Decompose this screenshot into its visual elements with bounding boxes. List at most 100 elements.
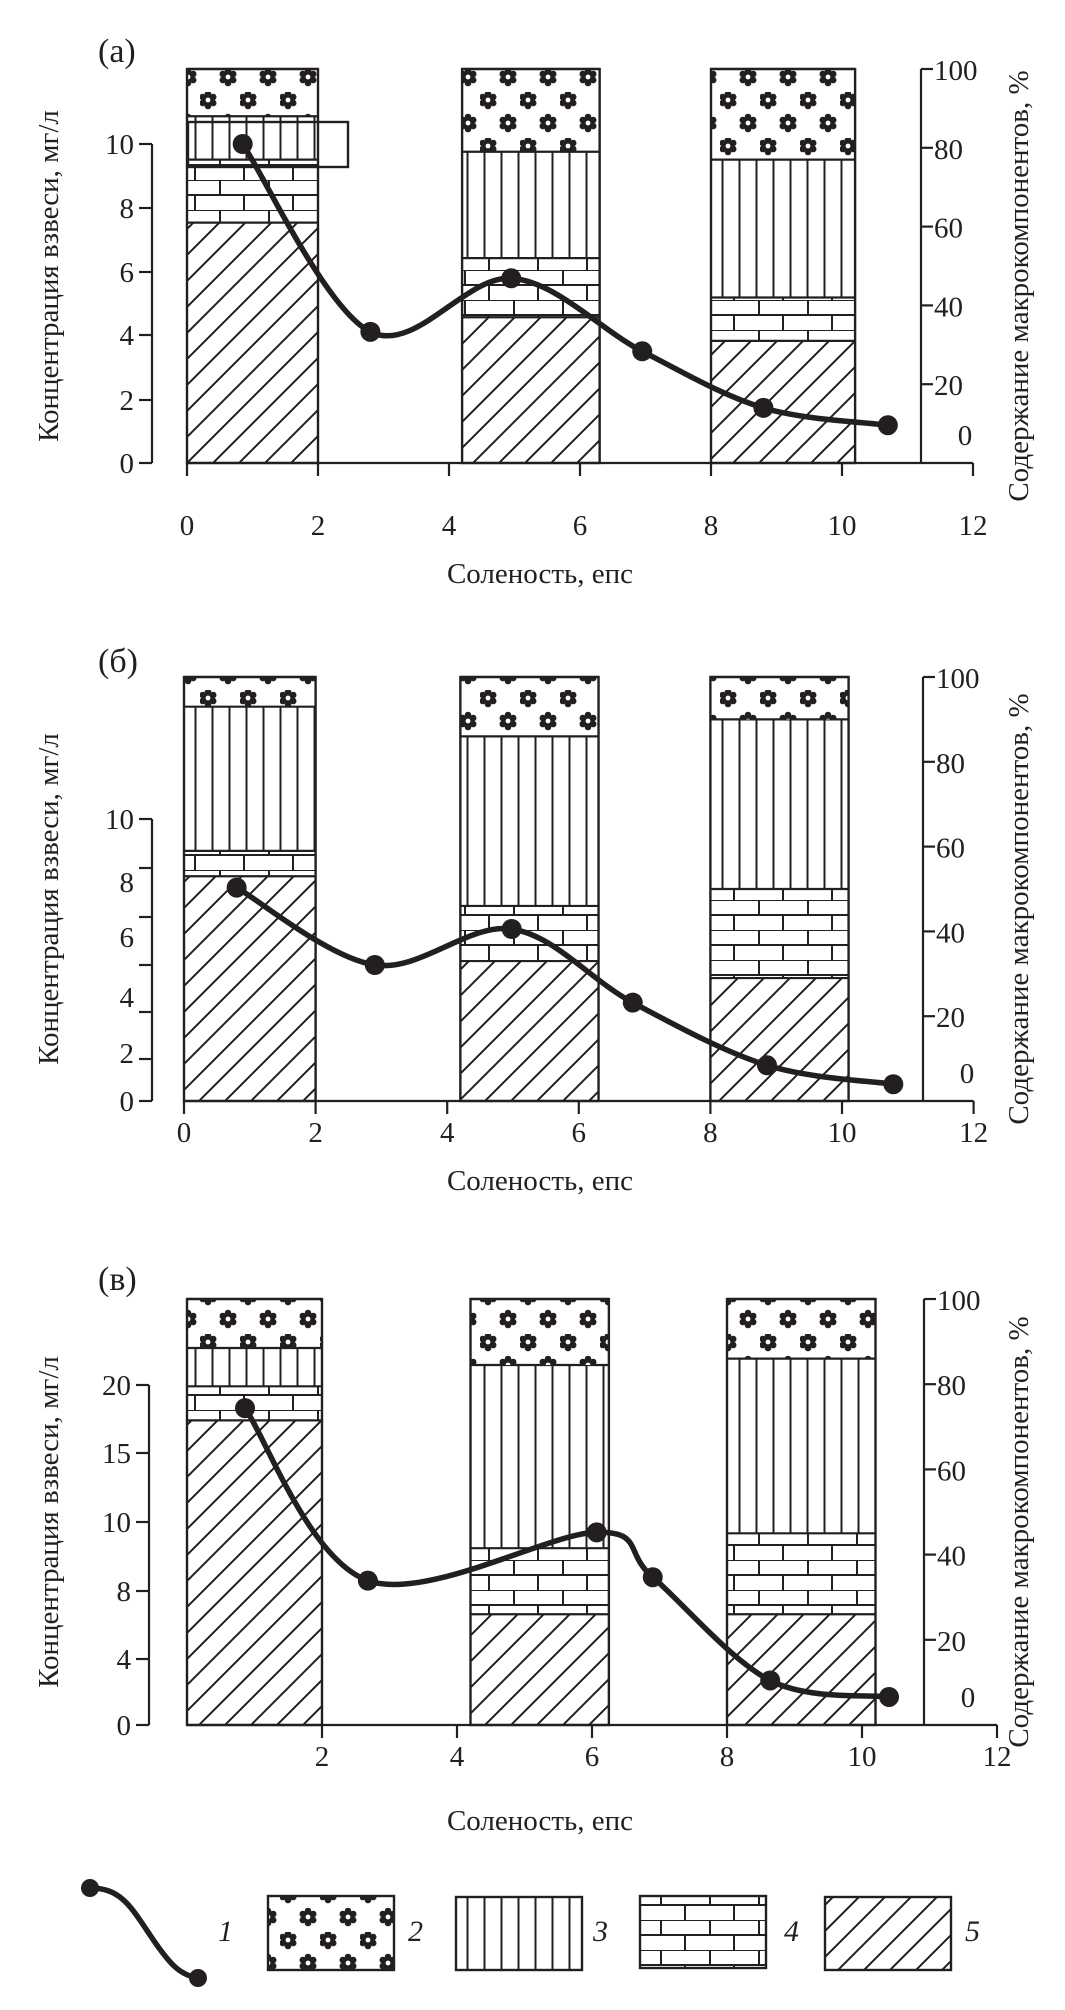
layer-vertical-lines — [710, 719, 849, 889]
data-point — [232, 134, 253, 154]
y2-tick-label: 0 — [960, 1058, 975, 1090]
y2-tick-label: 60 — [934, 213, 963, 245]
stacked-bar — [459, 675, 600, 1103]
y-axis-title: Концентрация взвеси, мг/л — [33, 1356, 65, 1688]
y-tick-label: 2 — [120, 385, 135, 417]
legend-swatch-bricks — [638, 1894, 768, 1970]
layer-bricks — [184, 850, 316, 877]
layer-diagonal-hatch — [462, 317, 600, 463]
stacked-bar — [709, 67, 857, 465]
y-tick-label: 10 — [105, 129, 134, 161]
y2-tick-label: 100 — [936, 663, 980, 695]
layer-vertical-lines — [711, 159, 856, 298]
layer-diagonal-hatch — [187, 1420, 322, 1725]
x-tick-label: 2 — [315, 1741, 330, 1773]
stacked-bar — [469, 1297, 611, 1727]
layer-diagonal-hatch — [710, 978, 849, 1101]
y2-tick-label: 0 — [958, 420, 973, 452]
y-axis-title: Концентрация взвеси, мг/л — [33, 733, 65, 1065]
panel-2: (б) 0 2 4 6 8 10 12 Соленость, епс 0 2 4 6 8 10 Концент… — [33, 643, 1035, 1197]
layer-bricks — [711, 297, 856, 341]
y2-tick-label: 20 — [936, 1002, 965, 1034]
layer-flowers — [187, 1299, 322, 1348]
annotation-box — [186, 120, 350, 169]
x-tick-label: 12 — [983, 1741, 1012, 1773]
stacked-bar — [725, 1297, 877, 1727]
y-tick-label: 6 — [120, 922, 135, 954]
y2-tick-label: 80 — [936, 748, 965, 780]
panel-label: (б) — [98, 643, 138, 680]
x-tick-label: 10 — [828, 510, 857, 542]
stacked-bar — [182, 675, 317, 1103]
data-point — [883, 1074, 904, 1095]
y-tick-label: 8 — [120, 867, 135, 899]
layer-bricks — [470, 1548, 609, 1615]
layer-vertical-lines — [187, 116, 318, 160]
x-tick-label: 8 — [704, 510, 719, 542]
legend-item-5: 5 — [823, 1895, 980, 1972]
stacked-bar — [185, 67, 320, 465]
legend-curve-dot-end — [189, 1969, 207, 1987]
layer-diagonal-hatch — [460, 961, 599, 1101]
x-tick-label: 12 — [959, 1117, 988, 1149]
y2-tick-label: 80 — [934, 134, 963, 166]
y2-tick-label: 80 — [937, 1370, 966, 1402]
stacked-bar — [185, 1297, 324, 1727]
x-tick-label: 8 — [720, 1741, 735, 1773]
layer-vertical-lines — [470, 1365, 609, 1549]
legend-label-5: 5 — [965, 1915, 980, 1948]
y-tick-label: 0 — [117, 1710, 132, 1742]
x-axis-title: Соленость, епс — [447, 1165, 633, 1197]
layer-bricks — [710, 889, 849, 979]
data-point — [642, 1567, 663, 1588]
y-tick-label: 10 — [105, 804, 134, 836]
data-point — [501, 268, 522, 289]
x-axis-title: Соленость, епс — [447, 1805, 633, 1837]
layer-bricks — [187, 1386, 322, 1421]
x-tick-label: 2 — [311, 510, 326, 542]
data-point — [753, 397, 774, 418]
y-tick-label: 6 — [120, 257, 135, 289]
layer-diagonal-hatch — [470, 1614, 609, 1725]
x-tick-label: 4 — [440, 1117, 455, 1149]
layer-bricks — [187, 159, 318, 223]
data-point — [756, 1055, 777, 1076]
y-tick-label: 20 — [102, 1370, 131, 1402]
data-point — [622, 992, 643, 1013]
data-point — [235, 1398, 256, 1419]
legend-item-1: 1 — [81, 1879, 233, 1987]
y2-tick-label: 60 — [936, 833, 965, 865]
y-tick-label: 8 — [120, 193, 135, 225]
legend-curve-dot-start — [81, 1879, 99, 1897]
y2-tick-label: 60 — [937, 1455, 966, 1487]
y2-tick-label: 40 — [936, 917, 965, 949]
y-tick-label: 0 — [120, 448, 135, 480]
y-tick-label: 8 — [117, 1576, 132, 1608]
data-point — [357, 1570, 378, 1591]
layer-flowers — [470, 1299, 609, 1366]
data-point — [877, 415, 898, 436]
layer-vertical-lines — [462, 151, 600, 259]
layer-flowers — [187, 69, 318, 117]
legend-label-2: 2 — [408, 1915, 423, 1948]
x-tick-label: 6 — [573, 510, 588, 542]
data-point — [501, 919, 522, 939]
layer-flowers — [184, 677, 316, 707]
layer-vertical-lines — [727, 1358, 876, 1534]
panel-3: (в) 2 4 6 8 10 12 Соленость, епс 0 4 8 10 15 20 Концен… — [33, 1261, 1035, 1837]
y2-tick-label: 40 — [937, 1541, 966, 1573]
y-tick-label: 4 — [117, 1644, 132, 1676]
y2-axis-title: Содержание макрокомпонентов, % — [1003, 693, 1035, 1124]
legend-label-3: 3 — [592, 1915, 608, 1948]
legend-item-3: 3 — [454, 1895, 608, 1972]
y-tick-label: 4 — [120, 320, 135, 352]
data-point — [632, 341, 653, 362]
y-axis-title: Концентрация взвеси, мг/л — [33, 110, 65, 442]
y2-tick-label: 0 — [961, 1682, 976, 1714]
layer-bricks — [727, 1533, 876, 1615]
x-tick-label: 10 — [848, 1741, 877, 1773]
x-tick-label: 2 — [308, 1117, 323, 1149]
data-point — [586, 1522, 607, 1543]
legend-curve-swatch — [87, 1885, 201, 1981]
y-tick-label: 2 — [120, 1038, 135, 1070]
